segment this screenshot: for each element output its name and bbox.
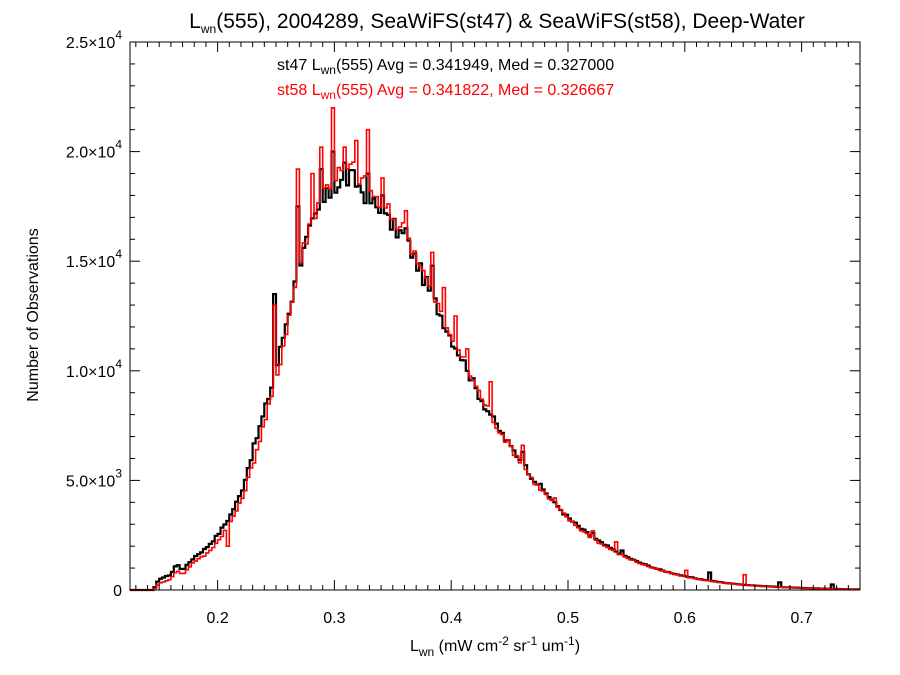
x-axis-label-subscript: wn bbox=[418, 645, 434, 659]
tick-layer: 0.2 0.3 0.4 0.5 0.6 0.7 0 5.0×103 1.0×104 1.5×104… bbox=[66, 28, 860, 627]
y-tick-label-25000: 2.5×104 bbox=[66, 28, 122, 52]
x-axis-label-sup-3: -1 bbox=[527, 634, 538, 648]
chart-title: Lwn(555), 2004289, SeaWiFS(st47) & SeaWi… bbox=[189, 10, 805, 36]
x-tick-label-0.5: 0.5 bbox=[557, 610, 579, 627]
x-axis-label: Lwn (mW cm-2 sr-1 um-1) bbox=[410, 634, 580, 659]
x-axis-label-base: L bbox=[410, 638, 419, 655]
y-tick-label-0: 0 bbox=[113, 583, 122, 600]
series-layer bbox=[130, 107, 860, 592]
annotation-st47: st47 Lwn(555) Avg = 0.341949, Med = 0.32… bbox=[277, 57, 614, 77]
x-axis-label-sup-5: -1 bbox=[564, 634, 575, 648]
title-prefix: L bbox=[189, 10, 201, 33]
title-subscript: wn bbox=[200, 22, 216, 36]
x-axis-label-sup-1: -2 bbox=[498, 634, 509, 648]
annotation-st58: st58 Lwn(555) Avg = 0.341822, Med = 0.32… bbox=[277, 82, 614, 102]
x-axis-label-part-4: um bbox=[537, 638, 564, 655]
x-axis-label-part-2: sr bbox=[509, 638, 527, 655]
x-axis-label-part-6: ) bbox=[575, 638, 580, 655]
x-tick-label-0.3: 0.3 bbox=[323, 610, 345, 627]
x-axis-label-part-0: (mW cm bbox=[434, 638, 498, 655]
y-tick-label-15000: 1.5×104 bbox=[66, 247, 122, 271]
x-tick-label-0.6: 0.6 bbox=[674, 610, 696, 627]
series-line-st47 bbox=[130, 150, 860, 592]
x-tick-label-0.4: 0.4 bbox=[440, 610, 462, 627]
y-tick-label-20000: 2.0×104 bbox=[66, 138, 122, 162]
series-line-st58 bbox=[130, 107, 860, 591]
plot-frame bbox=[129, 41, 861, 591]
x-tick-label-0.2: 0.2 bbox=[206, 610, 228, 627]
y-tick-label-10000: 1.0×104 bbox=[66, 357, 122, 381]
x-tick-label-0.7: 0.7 bbox=[790, 610, 812, 627]
y-tick-label-5000: 5.0×103 bbox=[66, 466, 122, 490]
title-rest: (555), 2004289, SeaWiFS(st47) & SeaWiFS(… bbox=[216, 10, 805, 33]
y-axis-label: Number of Observations bbox=[25, 228, 42, 401]
